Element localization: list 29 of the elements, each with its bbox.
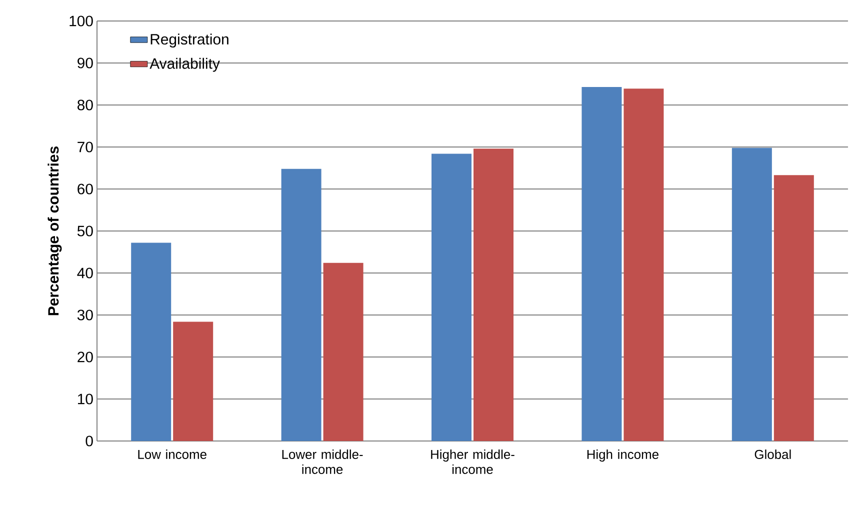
bar bbox=[131, 242, 172, 441]
y-tick-label: 90 bbox=[78, 58, 93, 68]
y-tick-label: 10 bbox=[78, 394, 93, 404]
bar bbox=[432, 154, 472, 441]
x-tick-label: Higher middle-income bbox=[431, 450, 514, 474]
bar bbox=[582, 86, 622, 441]
bar bbox=[323, 262, 364, 441]
y-tick-label: 0 bbox=[86, 436, 93, 446]
y-tick-label: 40 bbox=[77, 268, 93, 278]
legend-label: Availability bbox=[150, 58, 220, 72]
x-tick-label: Global bbox=[754, 450, 791, 460]
bar bbox=[281, 168, 322, 441]
x-tick-label: Low income bbox=[138, 450, 206, 460]
y-tick-label: 70 bbox=[78, 142, 93, 152]
y-tick-label: 30 bbox=[77, 310, 93, 320]
bar bbox=[474, 148, 514, 441]
x-tick-label: High income bbox=[587, 450, 658, 462]
bar bbox=[624, 88, 664, 441]
bar bbox=[173, 322, 214, 441]
y-axis-title: Percentage of countries bbox=[48, 146, 62, 316]
y-tick-label: 100 bbox=[70, 16, 93, 26]
y-tick-label: 80 bbox=[78, 100, 93, 110]
legend-label: Registration bbox=[150, 34, 228, 48]
x-tick-label: Lower middle-income bbox=[282, 450, 363, 474]
y-tick-label: 50 bbox=[77, 226, 93, 236]
bar bbox=[774, 175, 814, 441]
y-tick-label: 60 bbox=[78, 184, 93, 194]
y-tick-label: 20 bbox=[78, 352, 93, 362]
bar bbox=[732, 148, 772, 441]
